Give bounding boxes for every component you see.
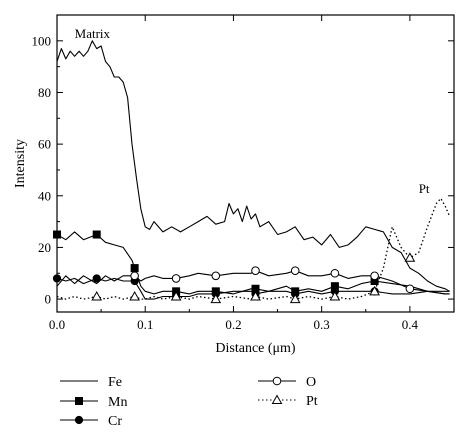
legend-item-fe: Fe: [60, 375, 122, 390]
series-line-mn: [56, 231, 450, 295]
y-tick-label: 60: [38, 137, 51, 152]
legend-marker: [271, 394, 283, 404]
x-tick-label: 0.4: [402, 317, 419, 332]
legend-label: Mn: [108, 395, 127, 410]
marker-o: [330, 268, 340, 278]
y-tick-label: 20: [38, 240, 51, 255]
legend-marker: [75, 397, 83, 405]
marker-cr: [52, 274, 62, 283]
series-line-o: [56, 270, 450, 292]
x-axis-title: Distance (μm): [215, 341, 296, 356]
plot-frame: [56, 14, 455, 313]
marker-o: [251, 266, 260, 275]
marker-pt: [404, 252, 416, 262]
legend-label: Cr: [108, 414, 122, 429]
series-line-pt: [56, 197, 451, 300]
legend-item-cr: Cr: [60, 414, 122, 429]
y-tick-label: 100: [32, 33, 52, 48]
legend-marker: [272, 376, 282, 386]
marker-o: [370, 271, 379, 281]
marker-pt: [129, 290, 140, 301]
marker-cr: [92, 274, 101, 283]
legend-item-pt: Pt: [258, 394, 318, 409]
marker-pt: [210, 293, 222, 304]
y-axis-title: Intensity: [13, 139, 28, 188]
annotation-pt: Pt: [419, 181, 430, 196]
marker-o: [405, 284, 415, 294]
marker-pt: [91, 290, 103, 301]
marker-pt: [329, 290, 341, 301]
legend-label: Pt: [306, 394, 318, 409]
x-tick-label: 0.3: [314, 317, 330, 332]
y-tick-label: 0: [45, 292, 52, 307]
marker-mn: [53, 230, 61, 239]
legend-item-mn: Mn: [60, 395, 127, 410]
marker-mn: [130, 264, 139, 273]
legend-label: Fe: [108, 375, 122, 390]
series-line-fe: [56, 40, 450, 292]
marker-o: [130, 271, 139, 281]
y-tick-label: 80: [38, 85, 51, 100]
series-line-cr: [56, 277, 450, 300]
annotation-matrix: Matrix: [75, 26, 111, 41]
y-tick-label: 40: [38, 188, 51, 203]
marker-o: [211, 271, 221, 281]
marker-o: [290, 266, 300, 275]
x-tick-label: 0.2: [225, 317, 241, 332]
legend-marker: [74, 415, 84, 425]
marker-pt: [289, 293, 301, 304]
marker-o: [171, 274, 181, 283]
marker-pt: [170, 290, 182, 301]
marker-pt: [250, 290, 261, 301]
marker-mn: [92, 230, 101, 239]
x-tick-label: 0.0: [49, 317, 65, 332]
legend-item-o: O: [258, 375, 316, 390]
legend-label: O: [306, 375, 316, 390]
marker-pt: [369, 285, 380, 296]
x-tick-label: 0.1: [137, 317, 153, 332]
